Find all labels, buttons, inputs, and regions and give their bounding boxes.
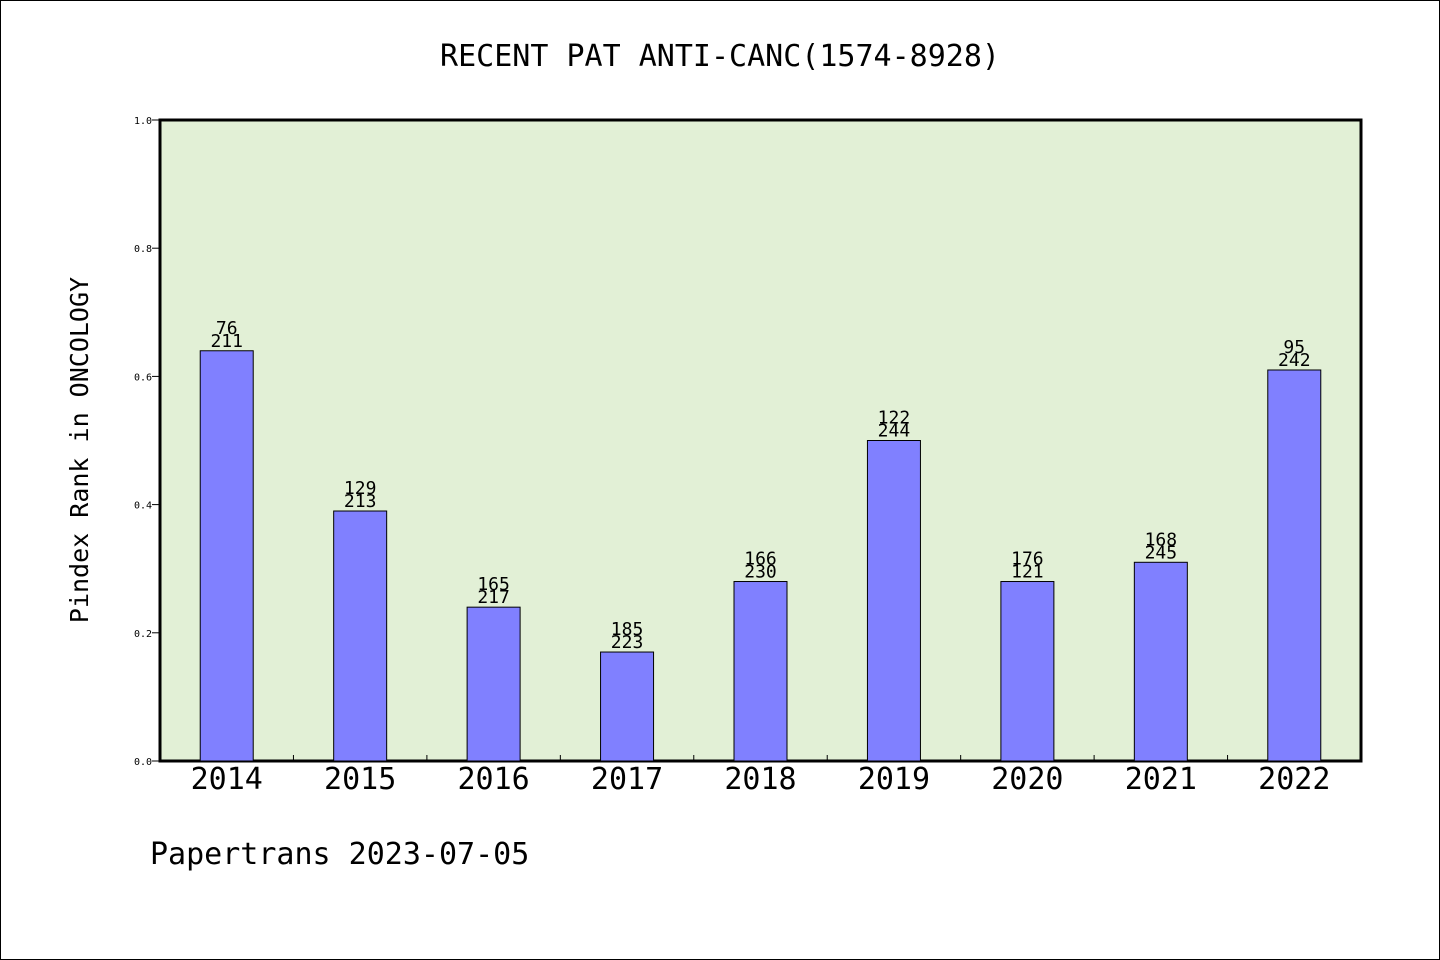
bar-label-bottom: 211 [210, 331, 243, 352]
x-tick-label: 2016 [457, 762, 529, 797]
bar-label-top: 129 [344, 478, 377, 499]
ticks-layer: 0.0 0.2 0.4 0.6 0.8 1.0 2014 2015 2016 2017 2018 20… [134, 116, 1330, 797]
bar-label-top: 122 [878, 408, 911, 429]
x-tick-label: 2019 [858, 762, 930, 797]
bar-label-top: 76 [216, 318, 238, 339]
bar-label-top: 185 [611, 619, 644, 640]
bar-2014 [199, 350, 254, 762]
bar-2015 [333, 510, 388, 762]
y-tick-label: 0.6 [134, 372, 152, 383]
y-tick-label: 0.4 [134, 501, 152, 512]
x-tick-label: 2018 [724, 762, 796, 797]
x-tick-label: 2015 [324, 762, 396, 797]
bar-label-top: 166 [744, 549, 777, 570]
bar-2016 [466, 606, 521, 762]
bar-label-top: 95 [1283, 337, 1305, 358]
bar-2021 [1133, 561, 1188, 762]
bar-2018 [733, 581, 788, 762]
bar-label-bottom: 217 [477, 587, 510, 608]
y-axis-label: Pindex Rank in ONCOLOGY [65, 277, 94, 623]
bar-label-top: 168 [1145, 529, 1178, 550]
x-tick-label: 2022 [1258, 762, 1330, 797]
bar-label-bottom: 223 [611, 632, 644, 653]
x-tick-label: 2017 [591, 762, 663, 797]
bar-label-top: 165 [477, 574, 510, 595]
y-tick-label: 0.8 [134, 244, 152, 255]
bar-label-top: 176 [1011, 549, 1044, 570]
y-tick-label: 0.2 [134, 629, 152, 640]
bar-label-bottom: 213 [344, 491, 377, 512]
bar-label-bottom: 121 [1011, 562, 1044, 583]
x-tick-label: 2014 [191, 762, 263, 797]
bar-label-bottom: 230 [744, 562, 777, 583]
bar-2017 [600, 651, 655, 762]
x-tick-label: 2021 [1125, 762, 1197, 797]
footer-credit: Papertrans 2023-07-05 [150, 837, 529, 872]
bar-2019 [866, 440, 921, 762]
y-tick-label: 0.0 [134, 757, 152, 768]
chart-title: RECENT PAT ANTI-CANC(1574-8928) [440, 39, 1000, 74]
bar-2020 [1000, 581, 1055, 762]
bar-label-bottom: 245 [1145, 542, 1178, 563]
bar-2022 [1267, 369, 1322, 762]
bar-label-bottom: 244 [878, 421, 911, 442]
bar-label-bottom: 242 [1278, 350, 1311, 371]
x-tick-label: 2020 [991, 762, 1063, 797]
y-tick-label: 1.0 [134, 116, 152, 127]
